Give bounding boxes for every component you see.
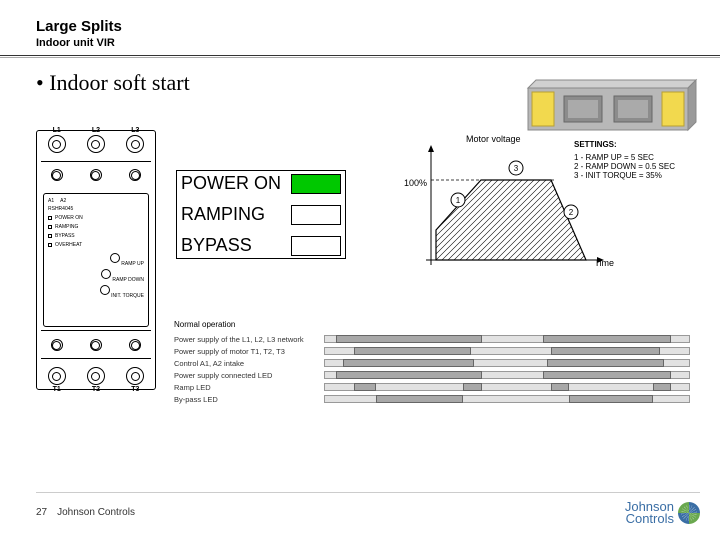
timing-segment bbox=[551, 383, 569, 391]
terminal-l2: L2 bbox=[87, 135, 105, 153]
content-area: L1 L2 L3 A1A2 RSHR4045 POWER ON RAMPING … bbox=[36, 130, 700, 480]
timing-row-label: Power supply of motor T1, T2, T3 bbox=[174, 347, 324, 356]
timing-segment bbox=[354, 347, 470, 355]
module-sep-3 bbox=[41, 358, 151, 359]
timing-segment bbox=[354, 383, 376, 391]
timing-row-label: By-pass LED bbox=[174, 395, 324, 404]
terminal-aux bbox=[51, 169, 63, 181]
soft-starter-module: L1 L2 L3 A1A2 RSHR4045 POWER ON RAMPING … bbox=[36, 130, 156, 390]
terminal-small bbox=[129, 339, 141, 351]
timing-row: Control A1, A2 intake bbox=[174, 357, 690, 369]
terminal-row-bottom: T1 T2 T3 bbox=[37, 367, 155, 385]
settings-line: 2 - RAMP DOWN = 0.5 SEC bbox=[574, 162, 694, 171]
timing-segment bbox=[336, 335, 482, 343]
terminal-small bbox=[51, 339, 63, 351]
settings-line: 3 - INIT TORQUE = 35% bbox=[574, 171, 694, 180]
status-label-bypass: BYPASS bbox=[181, 235, 291, 256]
timing-row: By-pass LED bbox=[174, 393, 690, 405]
timing-bar bbox=[324, 335, 690, 343]
terminal-row-bot1 bbox=[37, 339, 155, 351]
timing-segment bbox=[569, 395, 653, 403]
status-label-power: POWER ON bbox=[181, 173, 291, 194]
module-sep-1 bbox=[41, 161, 151, 162]
timing-bar bbox=[324, 359, 690, 367]
timing-bar bbox=[324, 371, 690, 379]
timing-segment bbox=[463, 383, 481, 391]
terminal-l3: L3 bbox=[126, 135, 144, 153]
indoor-unit-3d bbox=[520, 78, 700, 133]
header-rule-1 bbox=[0, 55, 720, 56]
timing-title: Normal operation bbox=[174, 320, 690, 329]
timing-row: Ramp LED bbox=[174, 381, 690, 393]
timing-segment bbox=[543, 335, 670, 343]
settings-heading: SETTINGS: bbox=[574, 140, 694, 149]
settings-block: SETTINGS: 1 - RAMP UP = 5 SEC 2 - RAMP D… bbox=[574, 140, 694, 180]
timing-row-label: Power supply of the L1, L2, L3 network bbox=[174, 335, 324, 344]
module-sep-2 bbox=[41, 330, 151, 331]
company-logo: Johnson Controls bbox=[625, 499, 700, 526]
timing-bar bbox=[324, 395, 690, 403]
svg-text:2: 2 bbox=[569, 208, 574, 217]
led-row: POWER ON bbox=[48, 215, 144, 221]
timing-row: Power supply connected LED bbox=[174, 369, 690, 381]
footer-company: Johnson Controls bbox=[57, 507, 135, 518]
terminal-aux bbox=[129, 169, 141, 181]
terminal-t3: T3 bbox=[126, 367, 144, 385]
timing-segment bbox=[551, 347, 660, 355]
dial-icon bbox=[101, 269, 111, 279]
terminal-t2: T2 bbox=[87, 367, 105, 385]
timing-segment bbox=[376, 395, 463, 403]
status-row: BYPASS bbox=[181, 235, 341, 256]
terminal-l1: L1 bbox=[48, 135, 66, 153]
module-midbox: A1A2 RSHR4045 POWER ON RAMPING BYPASS OV… bbox=[43, 193, 149, 327]
status-box-green bbox=[291, 174, 341, 194]
timing-row-label: Control A1, A2 intake bbox=[174, 359, 324, 368]
timing-bar bbox=[324, 347, 690, 355]
led-row: OVERHEAT bbox=[48, 242, 144, 248]
timing-segment bbox=[336, 371, 482, 379]
title-sub: Indoor unit VIR bbox=[36, 37, 720, 49]
page-number: 27 bbox=[36, 507, 47, 518]
logo-mark-icon bbox=[678, 502, 700, 524]
timing-segment bbox=[547, 359, 663, 367]
graph-title: Motor voltage bbox=[466, 134, 521, 144]
terminal-t1: T1 bbox=[48, 367, 66, 385]
slide-footer: 27 Johnson Controls Johnson Controls bbox=[36, 492, 700, 526]
terminal-small bbox=[90, 339, 102, 351]
dial-icon bbox=[100, 285, 110, 295]
timing-bar bbox=[324, 383, 690, 391]
timing-row-label: Ramp LED bbox=[174, 383, 324, 392]
timing-segment bbox=[653, 383, 671, 391]
module-model: RSHR4045 bbox=[48, 206, 144, 212]
timing-diagram: Normal operation Power supply of the L1,… bbox=[174, 320, 690, 420]
logo-text-2: Controls bbox=[625, 511, 674, 526]
status-label-ramping: RAMPING bbox=[181, 204, 291, 225]
dial-icon bbox=[110, 253, 120, 263]
timing-row-label: Power supply connected LED bbox=[174, 371, 324, 380]
status-box bbox=[291, 236, 341, 256]
timing-segment bbox=[543, 371, 670, 379]
svg-text:3: 3 bbox=[514, 164, 519, 173]
led-row: BYPASS bbox=[48, 233, 144, 239]
svg-text:1: 1 bbox=[456, 196, 461, 205]
title-main: Large Splits bbox=[36, 18, 720, 35]
graph-y-label: 100% bbox=[404, 178, 427, 188]
status-row: RAMPING bbox=[181, 204, 341, 225]
terminal-aux bbox=[90, 169, 102, 181]
status-box bbox=[291, 205, 341, 225]
timing-row: Power supply of the L1, L2, L3 network bbox=[174, 333, 690, 345]
led-row: RAMPING bbox=[48, 224, 144, 230]
graph-x-label: Time bbox=[594, 258, 614, 268]
status-block: POWER ON RAMPING BYPASS bbox=[176, 170, 346, 259]
timing-row: Power supply of motor T1, T2, T3 bbox=[174, 345, 690, 357]
terminal-row-aux bbox=[37, 169, 155, 181]
terminal-row-top: L1 L2 L3 bbox=[37, 135, 155, 153]
slide-header: Large Splits Indoor unit VIR bbox=[0, 0, 720, 49]
status-row: POWER ON bbox=[181, 173, 341, 194]
header-rule-2 bbox=[0, 57, 720, 58]
settings-line: 1 - RAMP UP = 5 SEC bbox=[574, 153, 694, 162]
timing-segment bbox=[343, 359, 474, 367]
